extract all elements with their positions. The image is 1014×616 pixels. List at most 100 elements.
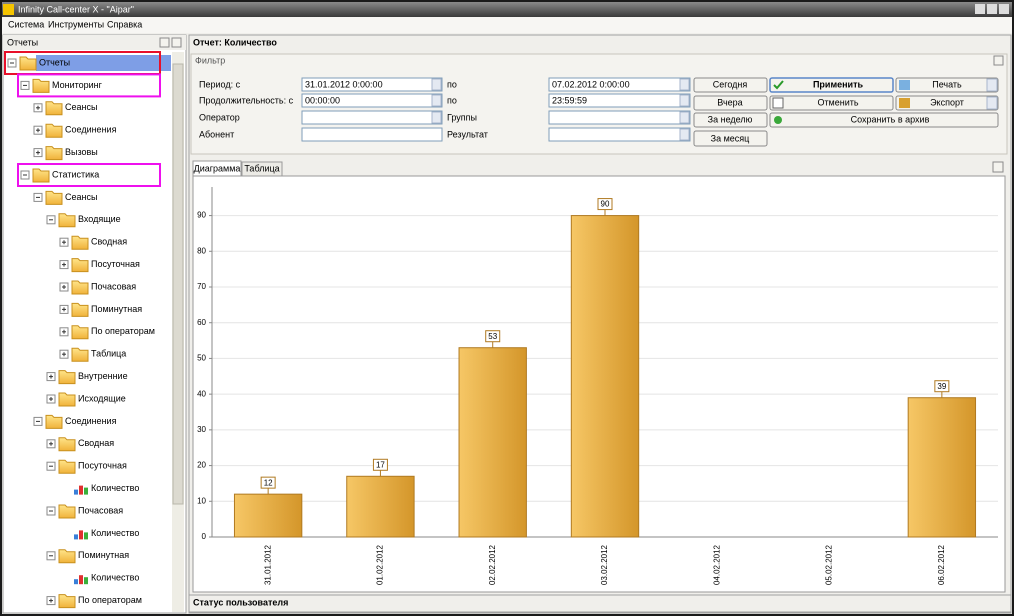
yesterday-button[interactable] — [693, 95, 768, 111]
spin-button[interactable] — [679, 94, 690, 107]
y-tick-label: 70 — [197, 282, 206, 291]
minimize-button[interactable] — [975, 4, 985, 14]
time-input[interactable] — [301, 93, 443, 108]
time-input[interactable] — [548, 93, 691, 108]
y-tick-label: 0 — [202, 532, 207, 541]
dropdown-button[interactable] — [986, 96, 998, 110]
chart-icon — [79, 530, 83, 540]
field-value: 23:59:59 — [552, 95, 587, 105]
folder-icon — [58, 437, 76, 452]
field-label: Абонент — [199, 129, 234, 139]
result-select[interactable] — [548, 127, 691, 142]
tree-label[interactable]: Количество — [91, 573, 139, 583]
date-input[interactable] — [301, 77, 443, 92]
chart-icon — [74, 579, 78, 585]
tree-label[interactable]: Таблица — [91, 349, 126, 359]
dropdown-button[interactable] — [431, 78, 442, 91]
tree-label[interactable]: Количество — [91, 528, 139, 538]
menu-item[interactable]: Инструменты — [48, 19, 104, 29]
chart-icon — [84, 487, 88, 495]
groups-select[interactable] — [548, 110, 691, 125]
y-tick-label: 30 — [197, 425, 206, 434]
tree-label[interactable]: Входящие — [78, 214, 121, 224]
tree-label[interactable]: Посуточная — [91, 259, 140, 269]
folder-icon — [58, 459, 76, 474]
tree-label[interactable]: Внутренние — [78, 371, 128, 381]
tree-label[interactable]: Вызовы — [65, 147, 98, 157]
export-icon — [899, 98, 910, 108]
tree-label[interactable]: Отчеты — [39, 57, 70, 67]
status-title: Статус пользователя — [193, 597, 288, 607]
export-button[interactable] — [895, 95, 999, 111]
dropdown-button[interactable] — [679, 128, 690, 141]
dropdown-button[interactable] — [431, 111, 442, 124]
folder-icon — [45, 123, 63, 138]
folder-icon — [58, 549, 76, 564]
tree-label[interactable]: Исходящие — [78, 393, 126, 403]
field-label: Оператор — [199, 112, 240, 122]
week-button[interactable] — [693, 112, 768, 128]
pin-button[interactable] — [159, 37, 170, 48]
archive-button[interactable] — [769, 112, 999, 128]
chart-icon — [74, 489, 78, 495]
folder-icon — [71, 258, 89, 273]
y-tick-label: 50 — [197, 354, 206, 363]
tree-label[interactable]: Соединения — [65, 416, 117, 426]
tree-label[interactable]: Сеансы — [65, 102, 97, 112]
scroll-thumb[interactable] — [172, 63, 184, 505]
menu-item[interactable]: Система — [8, 19, 44, 29]
bar — [458, 347, 527, 538]
spin-button[interactable] — [431, 94, 442, 107]
status-panel — [188, 594, 1012, 613]
tree-label[interactable]: Мониторинг — [52, 80, 103, 90]
subscriber-input[interactable] — [301, 127, 443, 142]
folder-icon — [71, 347, 89, 362]
field-label: Продолжительность: с — [199, 95, 294, 105]
maximize-button[interactable] — [987, 4, 997, 14]
dropdown-button[interactable] — [986, 78, 998, 92]
print-button[interactable] — [895, 77, 999, 93]
app-icon — [3, 4, 14, 15]
tree-label[interactable]: Почасовая — [91, 281, 136, 291]
dropdown-button[interactable] — [679, 78, 690, 91]
tree-label[interactable]: Соединения — [65, 125, 117, 135]
close-button[interactable] — [999, 4, 1009, 14]
data-label: 53 — [488, 332, 497, 341]
tree-label[interactable]: Сводная — [78, 438, 114, 448]
tree-label[interactable]: Сеансы — [65, 192, 97, 202]
tree-label[interactable]: Поминутная — [91, 304, 142, 314]
button-label: Вчера — [717, 97, 742, 107]
button-label: Отменить — [817, 97, 858, 107]
filter-title: Фильтр — [195, 55, 225, 65]
x-tick-label: 04.02.2012 — [712, 544, 721, 585]
cancel-button[interactable] — [769, 95, 894, 111]
folder-icon — [71, 325, 89, 340]
folder-icon — [45, 414, 63, 429]
operator-select[interactable] — [301, 110, 443, 125]
tree-label[interactable]: Почасовая — [78, 505, 123, 515]
close-panel-button[interactable] — [171, 37, 182, 48]
tree-label[interactable]: По операторам — [91, 326, 155, 336]
pin-button[interactable] — [993, 55, 1004, 66]
tree-label[interactable]: Поминутная — [78, 550, 129, 560]
button-label: За месяц — [711, 133, 750, 143]
data-label: 12 — [264, 478, 273, 487]
today-button[interactable] — [693, 77, 768, 93]
dropdown-button[interactable] — [679, 111, 690, 124]
date-input[interactable] — [548, 77, 691, 92]
menu-item[interactable]: Справка — [107, 19, 142, 29]
button-label: Сегодня — [713, 79, 748, 89]
month-button[interactable] — [693, 130, 768, 147]
field-value: 00:00:00 — [305, 95, 340, 105]
tree-label[interactable]: Сводная — [91, 237, 127, 247]
chart-icon — [84, 532, 88, 540]
apply-button[interactable] — [769, 77, 894, 93]
tree-label[interactable]: Количество — [91, 483, 139, 493]
tree-label[interactable]: По операторам — [78, 595, 142, 605]
tab-menu-button[interactable] — [992, 161, 1004, 173]
tree-label[interactable]: Статистика — [52, 169, 99, 179]
chart: 0 10 20 30 40 50 60 70 80 90 31.01.2012 12 01.02.201… — [197, 187, 998, 585]
y-tick-label: 60 — [197, 318, 206, 327]
tree-label[interactable]: Посуточная — [78, 461, 127, 471]
folder-icon — [71, 235, 89, 250]
